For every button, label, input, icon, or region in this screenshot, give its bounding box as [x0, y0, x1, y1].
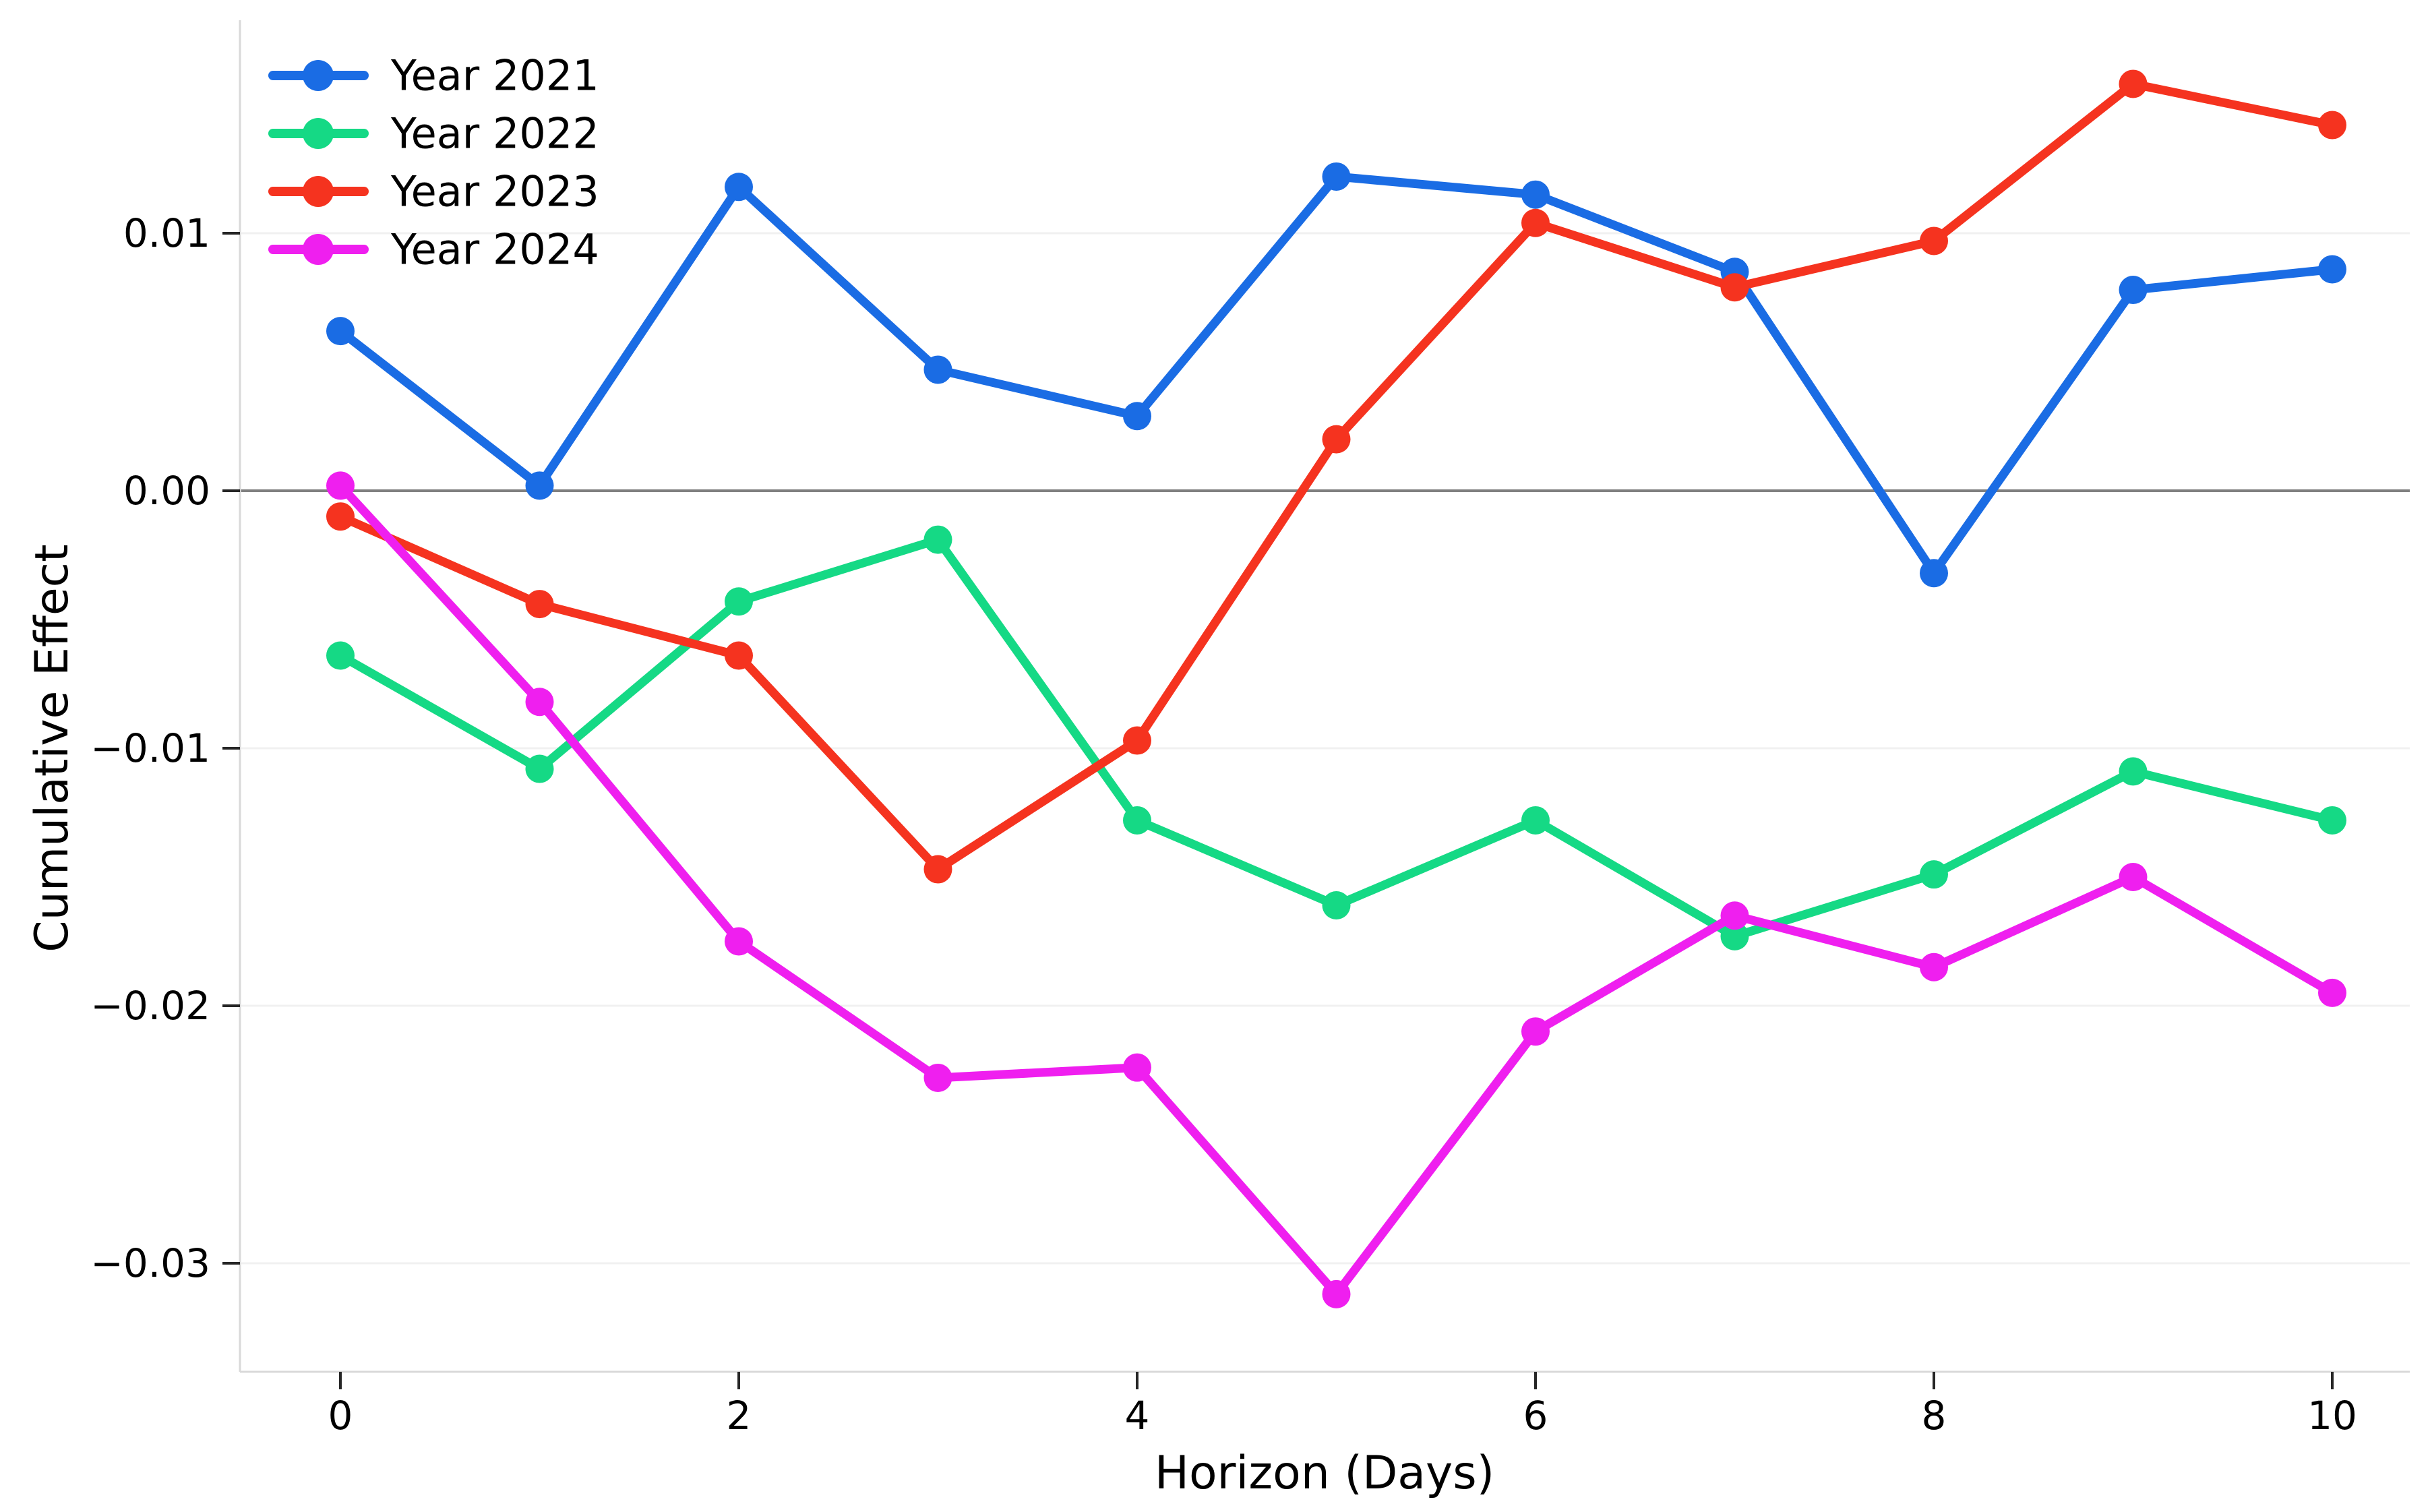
series-line-year-2023 [336, 79, 2337, 874]
data-point-year-2022 [1720, 921, 1749, 950]
data-point-year-2023 [1322, 425, 1351, 454]
x-tick-label: 4 [1125, 1393, 1150, 1439]
data-point-year-2022 [2119, 757, 2148, 786]
data-point-year-2023 [326, 502, 355, 531]
legend-marker-sample [303, 60, 334, 91]
legend-label: Year 2021 [390, 51, 599, 100]
data-point-year-2021 [725, 173, 753, 202]
data-point-year-2024 [326, 471, 355, 500]
legend-marker-sample [303, 176, 334, 207]
x-tick-label: 6 [1523, 1393, 1548, 1439]
data-point-year-2021 [1521, 180, 1550, 209]
data-point-year-2023 [923, 855, 952, 884]
data-point-year-2023 [725, 641, 753, 670]
data-point-year-2024 [1322, 1279, 1351, 1308]
y-tick-label: 0.01 [123, 210, 210, 256]
data-point-year-2022 [923, 525, 952, 554]
data-point-year-2023 [525, 590, 554, 619]
data-point-year-2023 [2119, 69, 2148, 98]
x-tick-label: 8 [1922, 1393, 1947, 1439]
x-tick-label: 2 [727, 1393, 752, 1439]
data-point-year-2021 [2119, 276, 2148, 305]
legend-label: Year 2023 [390, 167, 599, 216]
legend-marker-sample [303, 118, 334, 149]
y-tick-label: −0.01 [90, 725, 210, 771]
data-point-year-2021 [2318, 255, 2346, 284]
y-tick-label: 0.00 [123, 468, 210, 514]
data-point-year-2024 [1720, 901, 1749, 930]
legend-label: Year 2024 [390, 225, 599, 274]
data-point-year-2022 [1322, 891, 1351, 920]
data-point-year-2022 [1521, 806, 1550, 835]
data-point-year-2022 [1123, 806, 1151, 835]
x-axis-title: Horizon (Days) [1154, 1447, 1495, 1500]
data-point-year-2021 [1123, 402, 1151, 431]
data-point-year-2024 [2119, 863, 2148, 891]
legend-label: Year 2022 [390, 109, 599, 158]
y-tick-label: −0.02 [90, 983, 210, 1029]
data-point-year-2021 [525, 471, 554, 500]
data-point-year-2024 [1123, 1053, 1151, 1082]
data-point-year-2021 [1920, 559, 1948, 588]
data-point-year-2021 [923, 355, 952, 384]
x-tick-label: 10 [2307, 1393, 2357, 1439]
y-axis-title: Cumulative Effect [26, 544, 79, 952]
data-point-year-2023 [1123, 726, 1151, 755]
data-point-year-2022 [2318, 806, 2346, 835]
data-point-year-2024 [525, 688, 554, 717]
data-point-year-2021 [1322, 162, 1351, 191]
data-point-year-2023 [1920, 226, 1948, 255]
data-point-year-2024 [725, 927, 753, 956]
data-point-year-2024 [2318, 978, 2346, 1007]
data-point-year-2024 [1920, 952, 1948, 981]
data-point-year-2022 [525, 754, 554, 783]
series-line-year-2024 [336, 481, 2337, 1299]
data-point-year-2023 [1720, 273, 1749, 302]
y-tick-label: −0.03 [90, 1240, 210, 1286]
data-point-year-2022 [1920, 860, 1948, 889]
data-point-year-2023 [1521, 208, 1550, 237]
data-point-year-2022 [326, 641, 355, 670]
data-point-year-2023 [2318, 111, 2346, 140]
data-point-year-2024 [1521, 1017, 1550, 1046]
series-line-year-2021 [336, 172, 2337, 578]
data-point-year-2021 [326, 317, 355, 346]
data-point-year-2024 [923, 1063, 952, 1092]
legend-marker-sample [303, 234, 334, 265]
series-line-year-2022 [336, 535, 2337, 941]
data-point-year-2022 [725, 587, 753, 616]
x-tick-label: 0 [328, 1393, 353, 1439]
